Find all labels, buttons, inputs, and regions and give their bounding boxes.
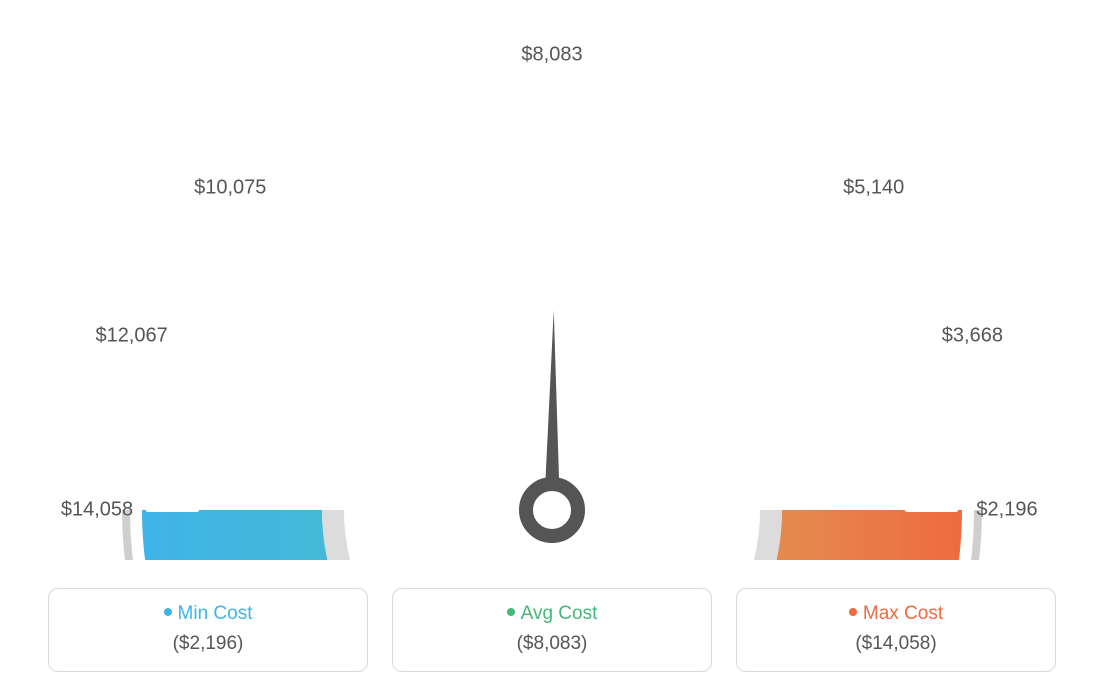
legend-title-text: Max Cost	[863, 603, 943, 624]
legend-card: Max Cost ($14,058)	[736, 588, 1056, 672]
legend-dot-icon	[164, 608, 172, 616]
gauge-tick-label: $3,668	[942, 324, 1003, 347]
gauge-svg	[62, 40, 1042, 560]
legend-title-text: Min Cost	[178, 603, 253, 624]
gauge-tick-label: $14,058	[61, 499, 133, 522]
gauge-tick-label: $12,067	[95, 324, 167, 347]
gauge-tick-label: $10,075	[194, 177, 266, 200]
legend-row: Min Cost ($2,196) Avg Cost ($8,083) Max …	[0, 588, 1104, 672]
gauge-chart: $2,196 $3,668 $5,140 $8,083 $10,075 $12,067 $1…	[0, 0, 1104, 560]
gauge-tick-label: $8,083	[521, 44, 582, 67]
legend-value: ($14,058)	[747, 633, 1045, 655]
legend-title: Min Cost	[59, 603, 357, 625]
legend-dot-icon	[849, 608, 857, 616]
legend-dot-icon	[507, 608, 515, 616]
legend-card: Avg Cost ($8,083)	[392, 588, 712, 672]
legend-value: ($2,196)	[59, 633, 357, 655]
legend-card: Min Cost ($2,196)	[48, 588, 368, 672]
legend-title: Avg Cost	[403, 603, 701, 625]
legend-title-text: Avg Cost	[521, 603, 598, 624]
gauge-tick-label: $5,140	[843, 177, 904, 200]
legend-value: ($8,083)	[403, 633, 701, 655]
legend-title: Max Cost	[747, 603, 1045, 625]
gauge-tick-label: $2,196	[976, 499, 1037, 522]
